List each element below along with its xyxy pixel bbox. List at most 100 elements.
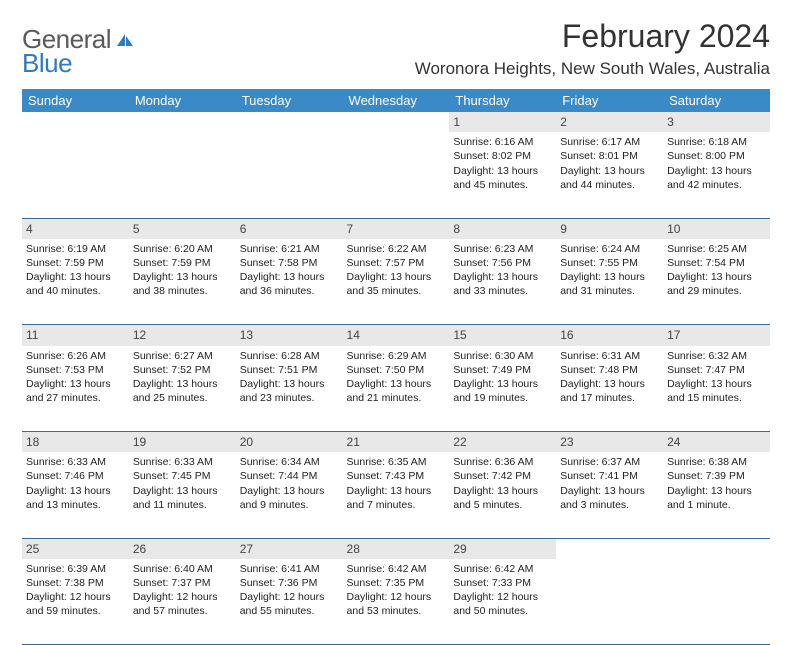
daylight-text: Daylight: 13 hours and 33 minutes. [453, 270, 552, 298]
dh-sun: Sunday [22, 89, 129, 112]
logo-text-blue: Blue [22, 48, 72, 78]
sunrise-text: Sunrise: 6:29 AM [347, 349, 446, 363]
day-cell: Sunrise: 6:21 AMSunset: 7:58 PMDaylight:… [236, 239, 343, 325]
day-cell: Sunrise: 6:23 AMSunset: 7:56 PMDaylight:… [449, 239, 556, 325]
sunset-text: Sunset: 7:54 PM [667, 256, 766, 270]
detail-row: Sunrise: 6:33 AMSunset: 7:46 PMDaylight:… [22, 452, 770, 538]
daylight-text: Daylight: 13 hours and 5 minutes. [453, 484, 552, 512]
sunrise-text: Sunrise: 6:33 AM [133, 455, 232, 469]
sunset-text: Sunset: 8:00 PM [667, 149, 766, 163]
day-cell: Sunrise: 6:28 AMSunset: 7:51 PMDaylight:… [236, 346, 343, 432]
daylight-text: Daylight: 13 hours and 45 minutes. [453, 164, 552, 192]
daylight-text: Daylight: 13 hours and 11 minutes. [133, 484, 232, 512]
day-number: 7 [343, 218, 450, 239]
sunset-text: Sunset: 7:59 PM [26, 256, 125, 270]
sunrise-text: Sunrise: 6:39 AM [26, 562, 125, 576]
detail-row: Sunrise: 6:19 AMSunset: 7:59 PMDaylight:… [22, 239, 770, 325]
daylight-text: Daylight: 13 hours and 9 minutes. [240, 484, 339, 512]
dh-fri: Friday [556, 89, 663, 112]
sunrise-text: Sunrise: 6:17 AM [560, 135, 659, 149]
daylight-text: Daylight: 13 hours and 40 minutes. [26, 270, 125, 298]
daylight-text: Daylight: 12 hours and 59 minutes. [26, 590, 125, 618]
day-number: 11 [22, 325, 129, 346]
sunset-text: Sunset: 7:44 PM [240, 469, 339, 483]
daylight-text: Daylight: 13 hours and 25 minutes. [133, 377, 232, 405]
day-number: 4 [22, 218, 129, 239]
day-number: 13 [236, 325, 343, 346]
day-number: 15 [449, 325, 556, 346]
day-cell: Sunrise: 6:29 AMSunset: 7:50 PMDaylight:… [343, 346, 450, 432]
sunset-text: Sunset: 7:48 PM [560, 363, 659, 377]
daylight-text: Daylight: 13 hours and 1 minute. [667, 484, 766, 512]
sunset-text: Sunset: 7:50 PM [347, 363, 446, 377]
daylight-text: Daylight: 13 hours and 38 minutes. [133, 270, 232, 298]
sunrise-text: Sunrise: 6:33 AM [26, 455, 125, 469]
day-number: 21 [343, 432, 450, 453]
sunset-text: Sunset: 7:37 PM [133, 576, 232, 590]
logo-sail-icon [115, 32, 135, 48]
daylight-text: Daylight: 13 hours and 44 minutes. [560, 164, 659, 192]
sunrise-text: Sunrise: 6:36 AM [453, 455, 552, 469]
title-block: February 2024 Woronora Heights, New Sout… [415, 18, 770, 79]
sunset-text: Sunset: 7:46 PM [26, 469, 125, 483]
sunset-text: Sunset: 7:53 PM [26, 363, 125, 377]
day-cell: Sunrise: 6:18 AMSunset: 8:00 PMDaylight:… [663, 132, 770, 218]
day-number [22, 112, 129, 132]
sunrise-text: Sunrise: 6:23 AM [453, 242, 552, 256]
day-number: 29 [449, 538, 556, 559]
day-cell: Sunrise: 6:40 AMSunset: 7:37 PMDaylight:… [129, 559, 236, 645]
day-cell [129, 132, 236, 218]
day-cell [663, 559, 770, 645]
sunrise-text: Sunrise: 6:24 AM [560, 242, 659, 256]
sunset-text: Sunset: 7:41 PM [560, 469, 659, 483]
day-cell: Sunrise: 6:25 AMSunset: 7:54 PMDaylight:… [663, 239, 770, 325]
sunset-text: Sunset: 7:49 PM [453, 363, 552, 377]
day-number [343, 112, 450, 132]
day-number: 9 [556, 218, 663, 239]
sunset-text: Sunset: 7:45 PM [133, 469, 232, 483]
daylight-text: Daylight: 12 hours and 55 minutes. [240, 590, 339, 618]
day-number: 2 [556, 112, 663, 132]
daynum-row: 11121314151617 [22, 325, 770, 346]
sunrise-text: Sunrise: 6:26 AM [26, 349, 125, 363]
day-number: 16 [556, 325, 663, 346]
day-cell: Sunrise: 6:20 AMSunset: 7:59 PMDaylight:… [129, 239, 236, 325]
sunrise-text: Sunrise: 6:21 AM [240, 242, 339, 256]
day-number [236, 112, 343, 132]
day-number: 14 [343, 325, 450, 346]
day-cell: Sunrise: 6:42 AMSunset: 7:33 PMDaylight:… [449, 559, 556, 645]
sunrise-text: Sunrise: 6:40 AM [133, 562, 232, 576]
day-cell: Sunrise: 6:26 AMSunset: 7:53 PMDaylight:… [22, 346, 129, 432]
sunset-text: Sunset: 7:58 PM [240, 256, 339, 270]
sunset-text: Sunset: 8:01 PM [560, 149, 659, 163]
day-cell: Sunrise: 6:24 AMSunset: 7:55 PMDaylight:… [556, 239, 663, 325]
day-cell: Sunrise: 6:38 AMSunset: 7:39 PMDaylight:… [663, 452, 770, 538]
sunrise-text: Sunrise: 6:42 AM [453, 562, 552, 576]
sunrise-text: Sunrise: 6:34 AM [240, 455, 339, 469]
day-number: 8 [449, 218, 556, 239]
daynum-row: 18192021222324 [22, 432, 770, 453]
daynum-row: 2526272829 [22, 538, 770, 559]
location-text: Woronora Heights, New South Wales, Austr… [415, 59, 770, 79]
daylight-text: Daylight: 13 hours and 36 minutes. [240, 270, 339, 298]
day-number: 3 [663, 112, 770, 132]
day-cell: Sunrise: 6:33 AMSunset: 7:45 PMDaylight:… [129, 452, 236, 538]
day-cell: Sunrise: 6:19 AMSunset: 7:59 PMDaylight:… [22, 239, 129, 325]
day-number: 6 [236, 218, 343, 239]
dh-sat: Saturday [663, 89, 770, 112]
daylight-text: Daylight: 13 hours and 21 minutes. [347, 377, 446, 405]
day-number: 1 [449, 112, 556, 132]
sunrise-text: Sunrise: 6:30 AM [453, 349, 552, 363]
sunrise-text: Sunrise: 6:20 AM [133, 242, 232, 256]
day-cell: Sunrise: 6:30 AMSunset: 7:49 PMDaylight:… [449, 346, 556, 432]
day-cell [343, 132, 450, 218]
daylight-text: Daylight: 12 hours and 50 minutes. [453, 590, 552, 618]
daylight-text: Daylight: 13 hours and 17 minutes. [560, 377, 659, 405]
day-cell: Sunrise: 6:37 AMSunset: 7:41 PMDaylight:… [556, 452, 663, 538]
daylight-text: Daylight: 13 hours and 19 minutes. [453, 377, 552, 405]
sunset-text: Sunset: 7:51 PM [240, 363, 339, 377]
day-number: 10 [663, 218, 770, 239]
day-cell: Sunrise: 6:41 AMSunset: 7:36 PMDaylight:… [236, 559, 343, 645]
dh-wed: Wednesday [343, 89, 450, 112]
month-title: February 2024 [415, 18, 770, 55]
